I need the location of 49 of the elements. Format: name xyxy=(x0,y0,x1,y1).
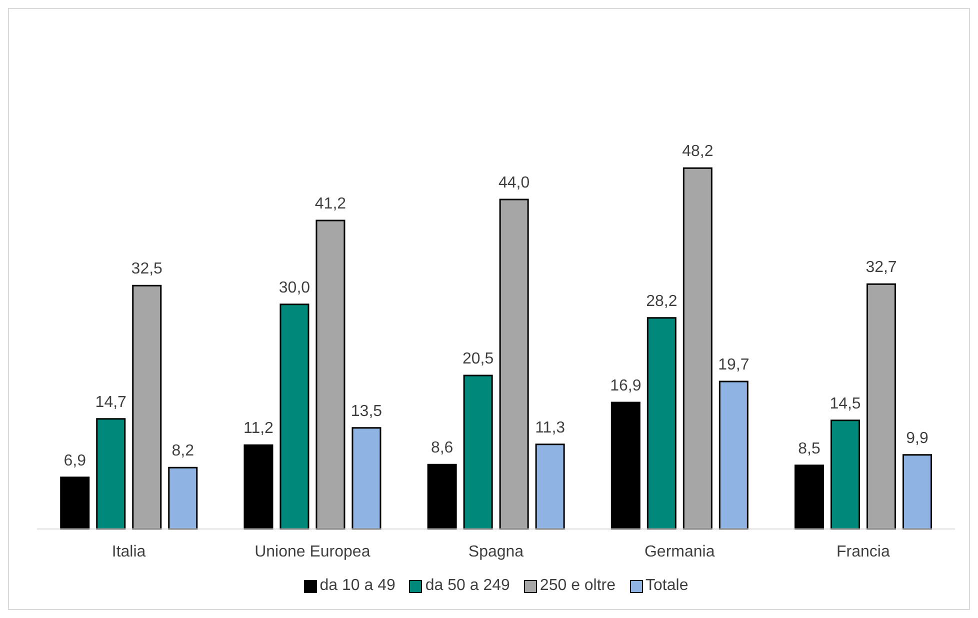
data-label: 19,7 xyxy=(718,356,750,374)
bar xyxy=(316,220,346,530)
data-label: 28,2 xyxy=(646,292,678,310)
bar xyxy=(902,454,932,530)
data-label: 20,5 xyxy=(462,350,494,368)
bar xyxy=(718,380,748,530)
data-label: 16,9 xyxy=(610,377,642,394)
data-label: 13,5 xyxy=(350,402,382,420)
bar xyxy=(499,198,529,530)
x-tick-label: Germania xyxy=(644,543,715,560)
data-label: 11,3 xyxy=(535,419,566,436)
legend-label: 250 e oltre xyxy=(538,577,616,595)
data-label: 41,2 xyxy=(314,196,346,213)
x-tick-label: Francia xyxy=(836,543,890,560)
data-label: 48,2 xyxy=(682,143,714,160)
x-tick-label: Italia xyxy=(112,543,146,560)
bar xyxy=(830,420,860,530)
bar xyxy=(60,476,90,530)
data-label: 14,7 xyxy=(95,394,127,411)
bar xyxy=(352,427,382,530)
bar xyxy=(96,418,126,530)
data-label: 32,5 xyxy=(131,260,163,278)
bar xyxy=(427,464,457,530)
data-label: 11,2 xyxy=(243,420,274,438)
data-label: 8,2 xyxy=(172,442,194,460)
legend-label: da 10 a 49 xyxy=(318,577,396,595)
bar xyxy=(646,317,676,530)
bar xyxy=(866,283,896,530)
bar xyxy=(794,464,824,530)
data-label: 8,5 xyxy=(798,440,820,458)
data-label: 32,7 xyxy=(866,259,897,276)
bar xyxy=(280,304,310,530)
legend-label: da 50 a 249 xyxy=(424,577,510,595)
bar xyxy=(244,444,274,530)
bar xyxy=(682,167,712,530)
data-label: 14,5 xyxy=(830,395,861,412)
data-label: 6,9 xyxy=(64,452,86,470)
data-label: 30,0 xyxy=(278,279,310,296)
legend-label: Totale xyxy=(644,577,688,595)
bar xyxy=(535,444,565,530)
bar xyxy=(132,284,162,530)
data-label: 44,0 xyxy=(498,174,530,192)
bar xyxy=(610,402,640,530)
bar xyxy=(463,374,493,530)
data-label: 8,6 xyxy=(430,440,454,457)
x-tick-label: Unione Europea xyxy=(254,543,370,560)
data-label: 9,9 xyxy=(906,430,928,447)
bar xyxy=(168,466,198,530)
x-tick-label: Spagna xyxy=(468,543,524,560)
